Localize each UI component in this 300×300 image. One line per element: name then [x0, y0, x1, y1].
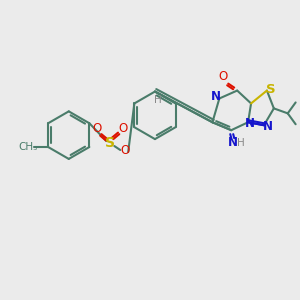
Text: H: H	[237, 138, 245, 148]
Text: O: O	[121, 145, 130, 158]
Text: N: N	[210, 90, 220, 103]
Text: H: H	[154, 95, 162, 106]
Text: N: N	[263, 120, 273, 133]
Text: N: N	[228, 136, 238, 148]
Text: N: N	[245, 117, 255, 130]
Text: S: S	[266, 83, 276, 96]
Text: O: O	[118, 122, 128, 135]
Text: O: O	[219, 70, 228, 83]
Text: O: O	[93, 122, 102, 135]
Text: S: S	[105, 136, 116, 150]
Text: CH₃: CH₃	[19, 142, 38, 152]
